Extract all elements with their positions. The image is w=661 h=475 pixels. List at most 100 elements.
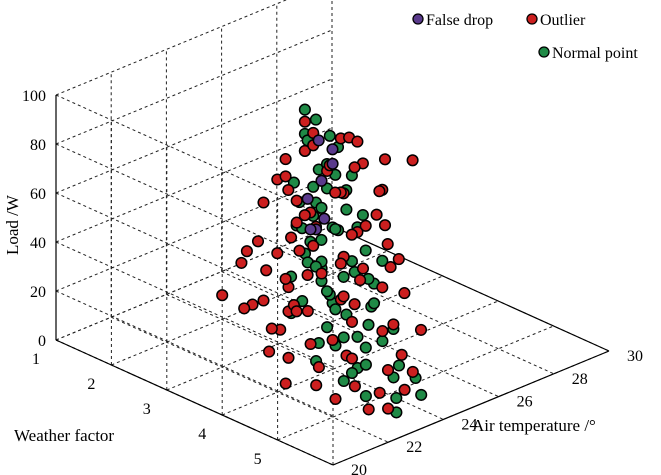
- point-outlier: [290, 194, 303, 207]
- point-outlier: [351, 135, 364, 148]
- x-tick-label: 22: [406, 439, 422, 456]
- y-tick-label: 4: [198, 426, 206, 443]
- point-normal-point: [329, 223, 342, 236]
- point-normal-point: [320, 285, 334, 298]
- legend-item-outlier[interactable]: Outlier: [526, 12, 586, 29]
- point-normal-point: [362, 318, 375, 331]
- point-normal-point: [323, 129, 336, 142]
- gridline: [55, 78, 333, 194]
- point-outlier: [290, 216, 303, 229]
- gridline: [111, 250, 388, 366]
- point-outlier: [304, 337, 317, 351]
- point-normal-point: [351, 330, 364, 343]
- axis-line: [332, 350, 610, 466]
- y-axis-ticks: 123456: [32, 351, 262, 468]
- point-normal-point: [298, 103, 311, 116]
- x-axis-ticks: 20 22 24 26 28 30: [351, 348, 643, 475]
- point-outlier: [282, 351, 295, 364]
- axes-frame: [55, 95, 610, 466]
- point-outlier: [392, 253, 405, 266]
- point-outlier: [285, 231, 298, 244]
- point-outlier: [345, 228, 358, 241]
- axis-line: [55, 339, 334, 466]
- gridline: [222, 300, 499, 416]
- point-outlier: [398, 287, 411, 300]
- point-normal-point: [329, 303, 342, 316]
- point-normal-point: [356, 208, 369, 222]
- point-outlier: [337, 290, 350, 303]
- point-outlier: [395, 348, 408, 361]
- legend-item-false-drop[interactable]: False drop: [412, 12, 493, 29]
- point-outlier: [315, 267, 328, 280]
- point-outlier: [251, 235, 265, 248]
- gridline: [55, 143, 334, 270]
- x-tick-label: 26: [517, 394, 533, 411]
- data-points: [216, 103, 428, 419]
- point-normal-point: [321, 321, 334, 334]
- point-outlier: [301, 268, 314, 282]
- gridline: [55, 0, 288, 96]
- point-outlier: [384, 261, 397, 274]
- point-outlier: [373, 386, 386, 399]
- legend-label-outlier: Outlier: [540, 12, 586, 29]
- point-outlier: [329, 392, 342, 406]
- point-outlier: [279, 377, 292, 390]
- point-normal-point: [415, 388, 428, 401]
- point-outlier: [348, 161, 361, 174]
- gridline: [55, 192, 334, 319]
- gridline: [55, 29, 333, 145]
- point-outlier: [414, 323, 428, 336]
- point-normal-point: [359, 244, 372, 257]
- point-outlier: [307, 239, 320, 252]
- point-outlier: [326, 333, 339, 347]
- point-normal-point: [315, 201, 328, 214]
- point-normal-point: [337, 270, 350, 283]
- point-outlier: [378, 219, 392, 232]
- legend[interactable]: False drop Outlier Normal point: [412, 12, 638, 62]
- point-outlier: [381, 364, 395, 377]
- point-outlier: [279, 272, 292, 285]
- point-normal-point: [392, 359, 406, 372]
- gridline: [55, 176, 333, 292]
- legend-label-false-drop: False drop: [426, 12, 493, 29]
- point-outlier: [301, 305, 314, 318]
- point-outlier: [298, 209, 311, 222]
- point-outlier: [293, 244, 306, 257]
- point-false-drop: [312, 134, 325, 147]
- y-tick-label: 5: [254, 451, 262, 468]
- point-outlier: [370, 208, 383, 221]
- z-tick-label: 0: [38, 333, 46, 350]
- point-outlier: [373, 185, 386, 198]
- gridline: [277, 325, 554, 441]
- point-outlier: [348, 298, 361, 311]
- point-outlier: [356, 262, 370, 275]
- gridline: [55, 127, 333, 243]
- point-false-drop: [304, 223, 317, 236]
- gridline: [55, 290, 334, 417]
- point-outlier: [381, 238, 394, 251]
- point-outlier: [398, 383, 411, 396]
- gridline: [55, 241, 334, 368]
- point-outlier: [240, 245, 253, 258]
- legend-item-normal-point[interactable]: Normal point: [538, 45, 638, 62]
- point-outlier: [329, 186, 342, 199]
- legend-marker-outlier: [526, 13, 538, 25]
- point-false-drop: [315, 174, 328, 187]
- point-normal-point: [337, 374, 350, 388]
- point-normal-point: [376, 254, 389, 267]
- point-outlier: [257, 196, 270, 209]
- point-outlier: [279, 170, 292, 183]
- point-outlier: [376, 325, 389, 338]
- point-normal-point: [340, 203, 353, 216]
- y-tick-label: 3: [143, 401, 151, 418]
- point-outlier: [406, 365, 419, 378]
- point-outlier: [354, 274, 367, 287]
- z-tick-label: 20: [30, 284, 46, 301]
- y-tick-label: 2: [87, 376, 95, 393]
- point-outlier: [238, 302, 251, 315]
- z-tick-label: 100: [22, 88, 46, 105]
- point-false-drop: [318, 212, 331, 225]
- point-outlier: [378, 153, 392, 166]
- y-tick-label: 1: [32, 351, 40, 368]
